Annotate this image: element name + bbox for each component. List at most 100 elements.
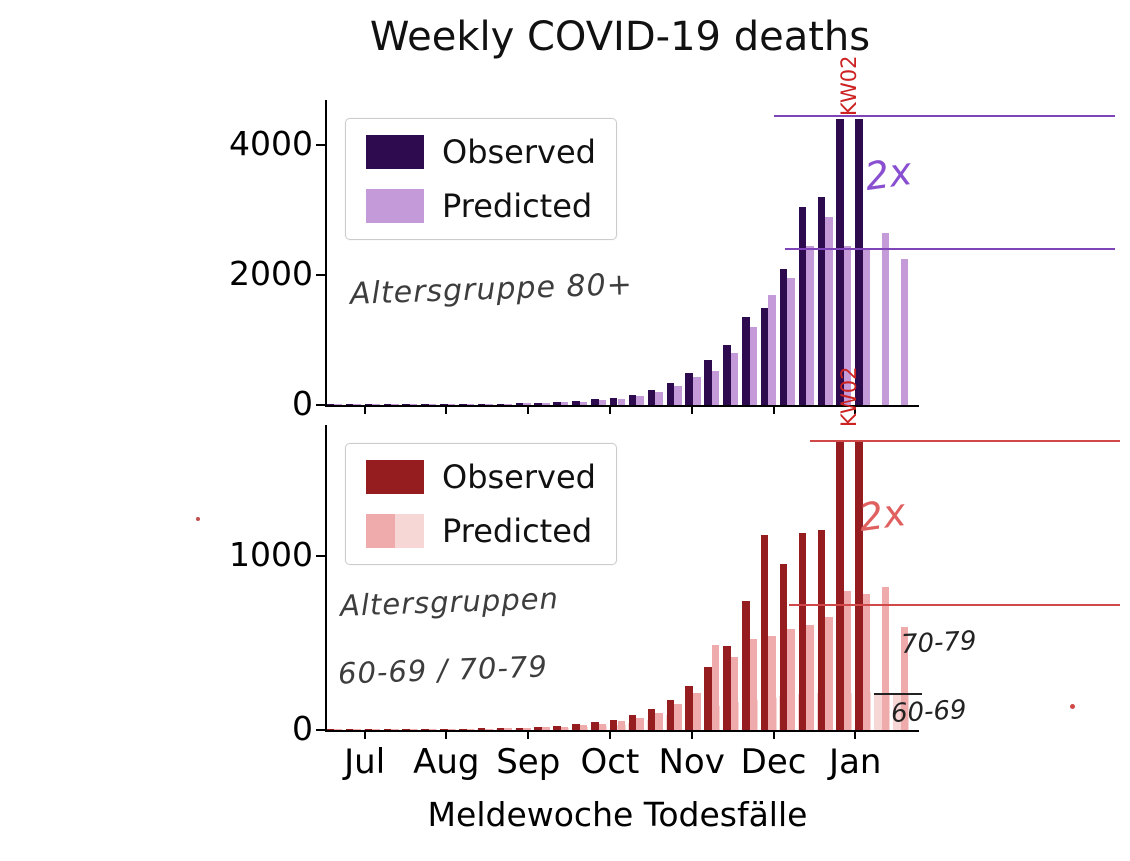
reference-line [774, 115, 1115, 118]
bar-predicted [749, 327, 758, 405]
bar-predicted [636, 395, 644, 405]
legend-item-observed: Observed [366, 133, 596, 171]
bar-predicted [523, 403, 531, 405]
bar-observed [609, 397, 618, 405]
doubling-factor-label-top: 2x [862, 148, 915, 200]
bar-predicted [617, 721, 626, 730]
bar-predicted [787, 628, 795, 730]
bar-predicted [466, 404, 475, 405]
bar-observed [666, 699, 675, 730]
x-tick [690, 730, 693, 739]
bar-observed [421, 729, 429, 730]
side-label-underline [874, 693, 922, 695]
bar-predicted [447, 728, 456, 730]
legend-item-predicted: Predicted [366, 512, 596, 550]
bar-predicted [334, 729, 342, 730]
bar-observed [723, 344, 731, 405]
bar-observed [742, 601, 750, 730]
bar-predicted [636, 717, 644, 730]
bar-observed [779, 268, 788, 405]
bar-predicted [862, 249, 871, 405]
x-tick [854, 405, 857, 414]
bar-predicted [504, 403, 512, 405]
bar-observed [345, 729, 354, 730]
bar-observed [364, 729, 373, 730]
bar-predicted [900, 259, 909, 405]
bar-observed [647, 709, 656, 730]
bar-predicted [542, 727, 550, 730]
bar-observed [760, 307, 769, 405]
x-tick [854, 730, 857, 739]
chart-title: Weekly COVID-19 deaths [369, 14, 871, 60]
bar-predicted [862, 594, 871, 730]
bar-predicted [900, 627, 909, 730]
bar-predicted [768, 635, 776, 730]
bar-observed [572, 724, 580, 730]
bars-container-80plus [325, 100, 910, 405]
bar-predicted [523, 727, 531, 730]
bar-predicted [579, 401, 588, 405]
bar-observed [798, 533, 807, 730]
bar-predicted [825, 616, 833, 730]
bar-predicted [881, 233, 890, 405]
bar-predicted [655, 392, 663, 405]
x-tick [527, 730, 530, 739]
y-tick [316, 274, 325, 277]
bar-observed [704, 667, 712, 730]
handwritten-side-label-60-69: 60-69 [890, 695, 968, 729]
bar-observed [440, 728, 448, 730]
bar-observed [440, 403, 448, 405]
bar-observed [534, 402, 542, 405]
kw-week-label-bottom: KW02 [837, 366, 861, 427]
bars-container-60-79 [325, 425, 910, 730]
y-axis-spine [325, 100, 327, 405]
bar-predicted [787, 278, 795, 405]
bar-observed [836, 442, 844, 730]
x-tick [445, 405, 448, 414]
bar-observed [798, 207, 807, 405]
bar-observed [666, 382, 675, 405]
x-tick [445, 730, 448, 739]
x-axis-spine [325, 730, 919, 732]
legend-label-observed: Observed [442, 133, 596, 171]
bar-predicted [806, 625, 814, 730]
bar-observed [553, 725, 561, 730]
bar-predicted [579, 725, 588, 730]
y-tick [316, 729, 325, 731]
legend-swatch-observed [366, 460, 424, 494]
legend-item-observed: Observed [366, 458, 596, 496]
x-tick [527, 405, 530, 414]
x-tick-label: Oct [580, 742, 640, 782]
x-tick [772, 405, 775, 414]
bar-predicted [655, 712, 663, 730]
bar-observed [458, 404, 467, 405]
bar-observed [685, 686, 693, 730]
bar-observed [760, 534, 769, 730]
bar-predicted [542, 403, 550, 405]
bar-predicted [881, 587, 890, 730]
bar-observed [515, 403, 524, 405]
y-tick-label: 2000 [229, 254, 313, 294]
bar-observed [817, 529, 826, 730]
bar-observed [836, 119, 844, 405]
x-tick [363, 405, 366, 414]
y-tick-label: 1000 [229, 534, 313, 574]
reference-line [789, 603, 1120, 606]
bar-observed [345, 404, 354, 405]
bar-observed [591, 399, 599, 405]
bar-predicted [428, 404, 437, 405]
y-tick [316, 144, 325, 147]
bar-predicted [466, 729, 475, 730]
bar-predicted [391, 404, 399, 405]
bar-predicted [674, 703, 682, 730]
legend-swatch-predicted [366, 189, 424, 223]
y-tick-label: 0 [292, 384, 313, 423]
y-tick [316, 554, 325, 557]
bar-predicted [409, 729, 418, 730]
x-tick [608, 730, 611, 739]
bar-observed [326, 729, 335, 730]
bar-predicted [485, 728, 493, 730]
bar-observed [534, 726, 542, 730]
bar-predicted [334, 404, 342, 405]
legend-80plus: Observed Predicted [345, 118, 617, 240]
